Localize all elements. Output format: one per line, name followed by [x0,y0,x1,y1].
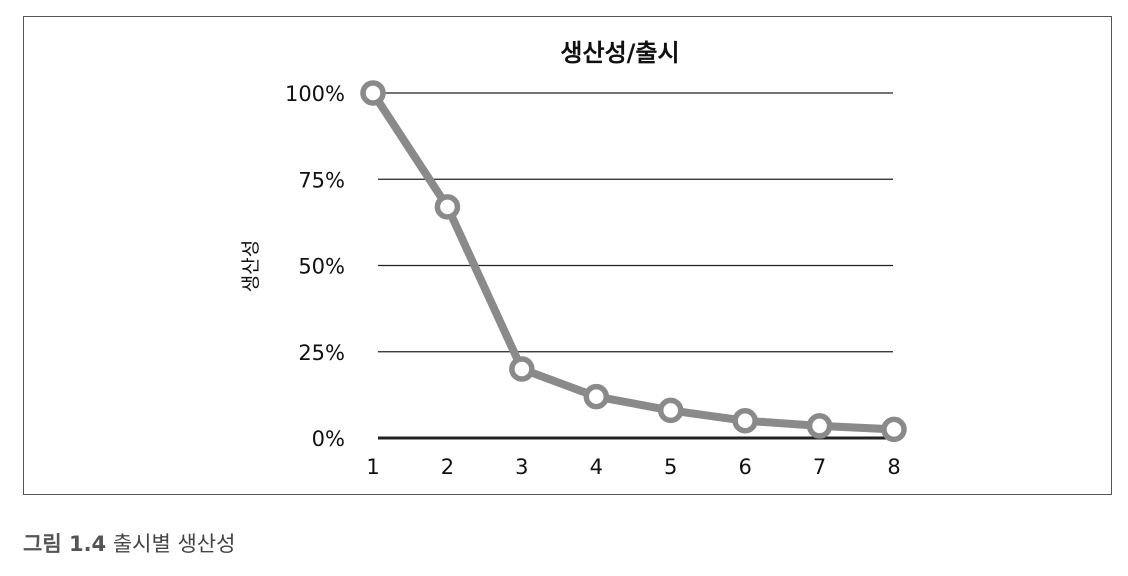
data-point [881,416,907,443]
data-point [806,413,833,439]
x-tick-label: 4 [590,455,603,479]
y-tick-label: 50% [298,255,345,279]
series [360,80,907,443]
chart-frame [23,16,1112,495]
data-point [732,408,758,434]
figure-caption: 그림 1.4 출시별 생산성 [23,528,235,558]
y-tick-label: 75% [298,168,345,192]
x-tick-label: 3 [515,455,528,479]
x-axis-ticks: 1 2 3 4 5 6 7 8 [366,455,900,479]
x-tick-label: 7 [813,455,826,479]
data-point [434,194,461,220]
gridlines [378,92,893,440]
figure-caption-text: 출시별 생산성 [112,532,236,556]
y-tick-label: 25% [298,341,345,365]
series-line [369,89,898,434]
figure-number: 그림 1.4 [23,532,107,556]
chart-title: 생산성/출시 [560,39,679,67]
y-tick-label: 0% [312,427,345,451]
y-tick-label: 100% [285,82,345,106]
data-point [360,80,386,106]
y-axis-label: 생산성 [240,240,262,292]
x-tick-label: 8 [887,455,900,479]
x-tick-label: 2 [441,455,454,479]
data-point [509,356,535,382]
x-tick-label: 5 [664,455,677,479]
y-axis-ticks: 0% 25% 50% 75% 100% [285,82,345,451]
x-tick-label: 1 [366,455,379,479]
data-point [583,383,610,410]
x-tick-label: 6 [738,455,751,479]
data-point [657,397,684,424]
